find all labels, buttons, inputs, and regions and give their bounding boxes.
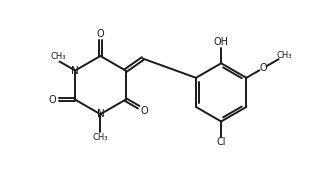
Text: OH: OH bbox=[214, 37, 229, 47]
Text: N: N bbox=[97, 109, 104, 119]
Text: O: O bbox=[97, 29, 104, 39]
Text: CH₃: CH₃ bbox=[50, 52, 66, 61]
Text: O: O bbox=[141, 106, 148, 116]
Text: N: N bbox=[71, 65, 79, 76]
Text: Cl: Cl bbox=[216, 137, 226, 147]
Text: CH₃: CH₃ bbox=[93, 133, 108, 142]
Text: CH₃: CH₃ bbox=[276, 52, 292, 61]
Text: O: O bbox=[260, 63, 267, 73]
Text: O: O bbox=[49, 95, 57, 105]
